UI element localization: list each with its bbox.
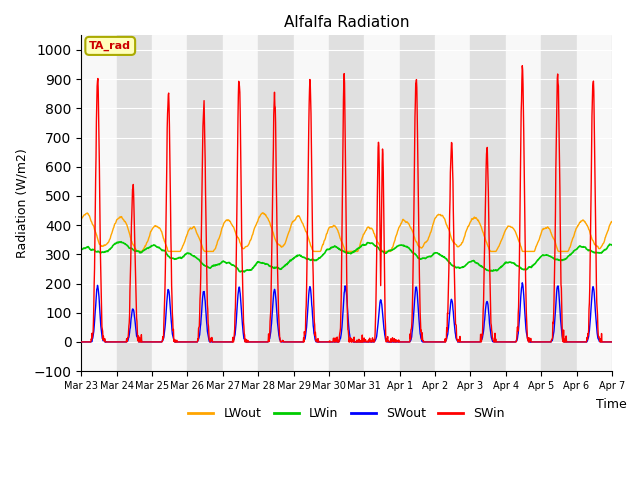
LWin — [77, 246, 85, 252]
SWin — [429, 339, 436, 345]
LWout — [134, 249, 141, 254]
SWin — [77, 339, 85, 345]
SWout — [195, 333, 203, 339]
LWin — [546, 253, 554, 259]
LWout — [429, 220, 437, 226]
Bar — [223, 36, 258, 371]
LWout — [499, 235, 507, 240]
Bar — [258, 36, 294, 371]
SWout — [77, 339, 85, 345]
SWin — [608, 339, 616, 345]
SWout — [429, 339, 436, 345]
Bar — [577, 36, 612, 371]
Line: SWin: SWin — [81, 66, 612, 342]
LWin — [183, 251, 191, 256]
LWin — [196, 257, 204, 263]
Line: SWout: SWout — [81, 283, 612, 342]
Bar — [399, 36, 435, 371]
LWin — [608, 242, 616, 248]
LWin — [241, 269, 248, 275]
SWout — [545, 339, 553, 345]
LWout — [183, 233, 191, 239]
SWin — [255, 339, 262, 345]
Y-axis label: Radiation (W/m2): Radiation (W/m2) — [15, 148, 28, 258]
Bar — [612, 36, 640, 371]
Bar — [294, 36, 329, 371]
SWin — [518, 63, 526, 69]
Title: Alfalfa Radiation: Alfalfa Radiation — [284, 15, 410, 30]
Legend: LWout, LWin, SWout, SWin: LWout, LWin, SWout, SWin — [184, 402, 509, 425]
Bar — [541, 36, 577, 371]
Bar — [435, 36, 470, 371]
LWout — [196, 236, 204, 242]
LWout — [546, 226, 554, 232]
LWin — [255, 260, 263, 265]
LWout — [255, 215, 263, 220]
LWin — [429, 251, 437, 257]
SWout — [608, 339, 616, 345]
SWout — [498, 339, 506, 345]
Bar — [364, 36, 399, 371]
SWout — [182, 339, 190, 345]
Line: LWin: LWin — [81, 242, 612, 272]
Bar — [152, 36, 188, 371]
Text: TA_rad: TA_rad — [89, 41, 131, 51]
LWout — [77, 216, 85, 222]
LWin — [499, 263, 507, 268]
LWin — [117, 239, 125, 245]
X-axis label: Time: Time — [596, 398, 627, 411]
LWout — [259, 210, 266, 216]
SWin — [182, 339, 190, 345]
Bar — [329, 36, 364, 371]
SWin — [545, 339, 553, 345]
Bar — [116, 36, 152, 371]
Bar — [470, 36, 506, 371]
Bar — [81, 36, 116, 371]
SWin — [195, 324, 203, 330]
Bar — [188, 36, 223, 371]
LWout — [608, 219, 616, 225]
Bar — [506, 36, 541, 371]
SWin — [498, 339, 506, 345]
SWout — [255, 339, 262, 345]
SWout — [518, 280, 526, 286]
Line: LWout: LWout — [81, 213, 612, 252]
